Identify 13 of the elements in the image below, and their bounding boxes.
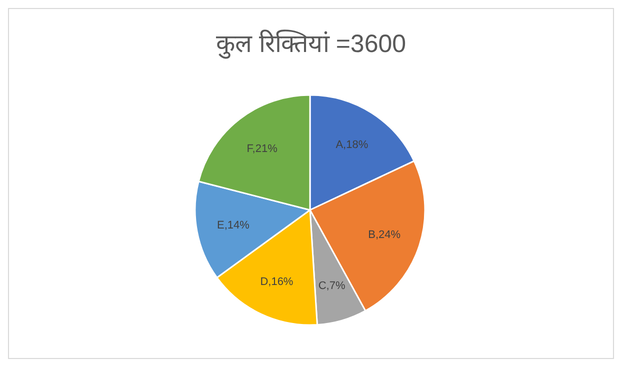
chart-title: कुल रिक्तियां =3600	[216, 29, 406, 59]
slice-label: E	[216, 220, 224, 232]
data-label: ,7%	[326, 280, 346, 292]
slice-label: A	[336, 138, 344, 151]
slice-label: F	[246, 143, 254, 156]
data-label: ,21%	[252, 143, 278, 156]
slice-label: C	[318, 280, 326, 292]
data-label: ,24%	[376, 229, 401, 242]
data-label: ,18%	[343, 138, 368, 151]
slice-label: B	[368, 229, 376, 242]
data-label: ,16%	[268, 276, 294, 288]
slice-label: D	[260, 276, 268, 288]
data-label: ,14%	[224, 220, 250, 232]
